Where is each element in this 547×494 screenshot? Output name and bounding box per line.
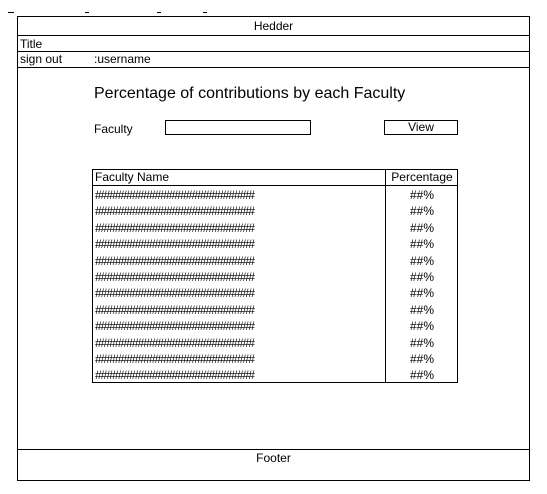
table-row: ############################ ##% — [93, 236, 457, 252]
page-header: Hedder — [253, 19, 294, 33]
username-label: :username — [94, 52, 151, 66]
faculty-name-cell: ############################ — [95, 368, 255, 383]
table-row: ############################ ##% — [93, 187, 457, 203]
decorative-tick — [8, 12, 14, 13]
table-row: ############################ ##% — [93, 203, 457, 219]
table-row: ############################ ##% — [93, 351, 457, 367]
user-bar: sign out :username — [18, 51, 529, 68]
percentage-cell: ##% — [409, 351, 435, 366]
percentage-cell: ##% — [409, 335, 435, 350]
table-row: ############################ ##% — [93, 367, 457, 383]
title-bar: Title — [18, 35, 529, 51]
faculty-name-cell: ############################ — [95, 204, 255, 219]
page-frame: Hedder Title sign out :username Percenta… — [17, 16, 530, 481]
column-divider — [385, 170, 386, 382]
table-row: ############################ ##% — [93, 335, 457, 351]
percentage-cell: ##% — [409, 319, 435, 334]
page-footer: Footer — [18, 449, 529, 482]
percentage-cell: ##% — [409, 204, 435, 219]
title-text: Title — [20, 37, 43, 51]
percentage-cell: ##% — [409, 269, 435, 284]
percentage-cell: ##% — [409, 368, 435, 383]
percentage-cell: ##% — [409, 302, 435, 317]
table-header: Faculty Name Percentage — [93, 170, 457, 186]
table-row: ############################ ##% — [93, 285, 457, 301]
faculty-name-cell: ############################ — [95, 351, 255, 366]
faculty-name-cell: ############################ — [95, 286, 255, 301]
percentage-cell: ##% — [409, 237, 435, 252]
percentage-cell: ##% — [409, 220, 435, 235]
page-title: Percentage of contributions by each Facu… — [94, 85, 406, 102]
faculty-label: Faculty — [94, 122, 133, 136]
percentage-cell: ##% — [409, 286, 435, 301]
faculty-name-cell: ############################ — [95, 319, 255, 334]
column-header-faculty-name: Faculty Name — [95, 170, 170, 184]
faculty-table: Faculty Name Percentage ################… — [92, 169, 458, 383]
faculty-name-cell: ############################ — [95, 302, 255, 317]
percentage-cell: ##% — [409, 253, 435, 268]
decorative-tick — [157, 12, 161, 13]
table-row: ############################ ##% — [93, 318, 457, 334]
sign-out-link[interactable]: sign out — [20, 52, 63, 66]
view-button[interactable]: View — [384, 120, 458, 135]
footer-text: Footer — [256, 451, 291, 465]
table-body: ############################ ##% ########… — [93, 187, 457, 384]
table-row: ############################ ##% — [93, 220, 457, 236]
table-row: ############################ ##% — [93, 253, 457, 269]
faculty-name-cell: ############################ — [95, 253, 255, 268]
column-header-percentage: Percentage — [391, 170, 453, 184]
percentage-cell: ##% — [409, 188, 435, 202]
faculty-name-cell: ############################ — [95, 269, 255, 284]
faculty-name-cell: ############################ — [95, 335, 255, 350]
faculty-name-cell: ############################ — [95, 237, 255, 252]
table-row: ############################ ##% — [93, 269, 457, 285]
faculty-input[interactable] — [165, 120, 311, 135]
table-row: ############################ ##% — [93, 302, 457, 318]
faculty-name-cell: ############################ — [95, 188, 255, 202]
decorative-tick — [85, 12, 89, 13]
faculty-name-cell: ############################ — [95, 220, 255, 235]
decorative-tick — [203, 12, 207, 13]
